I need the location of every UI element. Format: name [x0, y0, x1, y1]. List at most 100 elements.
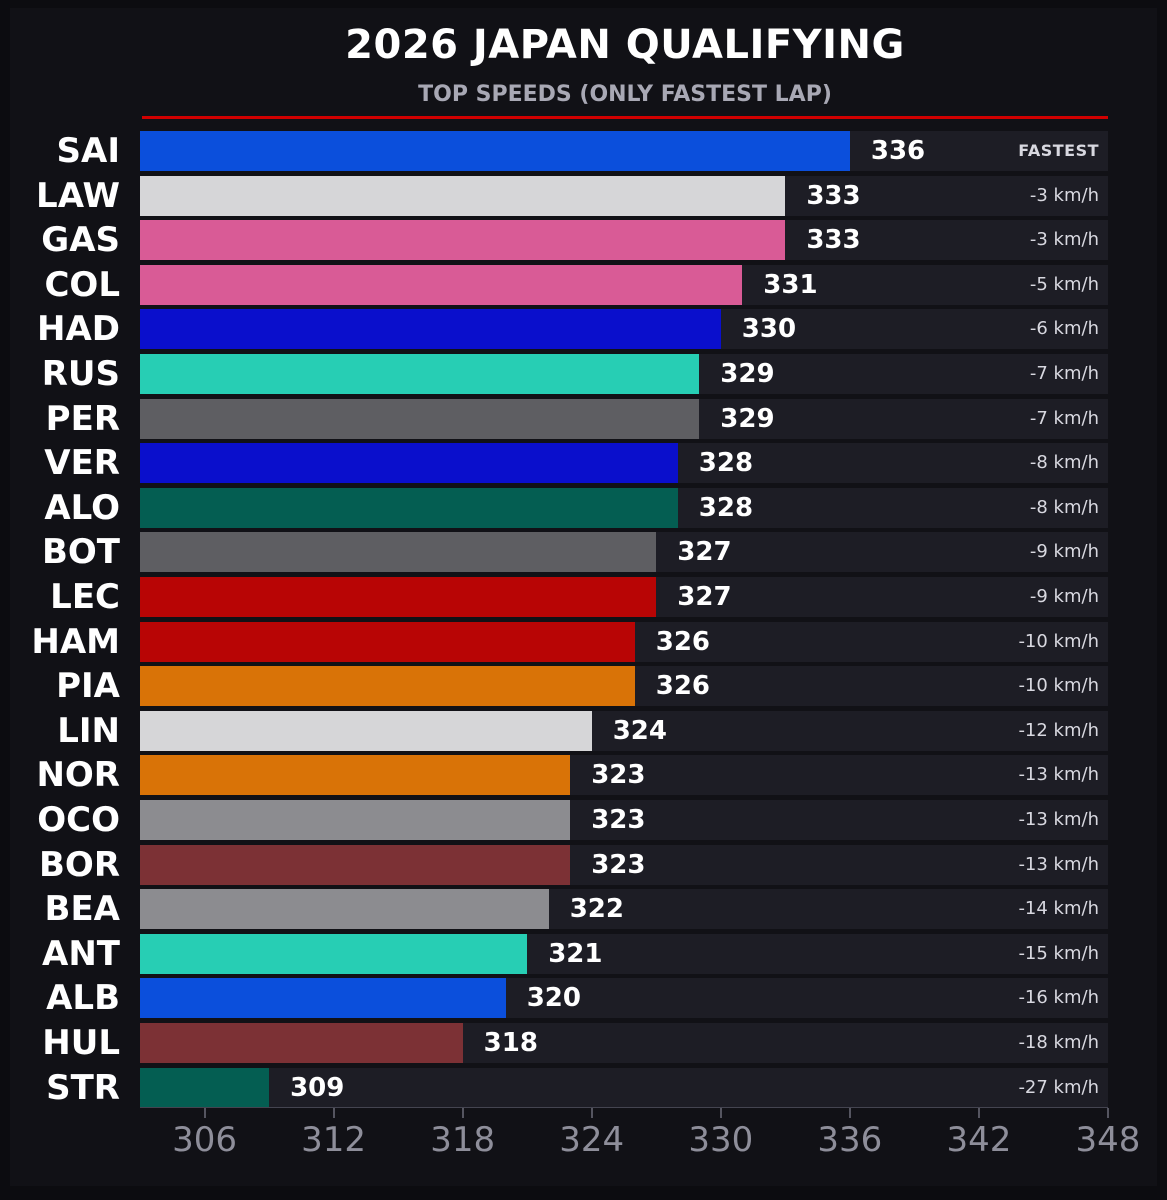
value-label-had: 330 [741, 314, 797, 344]
value-label-gas: 333 [806, 225, 861, 255]
driver-label-law: LAW [36, 176, 120, 216]
bar-per [140, 399, 700, 439]
x-tick-mark-330 [719, 1108, 722, 1118]
x-tick-label-330: 330 [688, 1120, 754, 1160]
value-label-ham: 326 [655, 627, 711, 657]
gap-label-alb: -16 km/h [1018, 987, 1099, 1008]
gap-label-ant: -15 km/h [1018, 943, 1099, 964]
chart-title: 2026 JAPAN QUALIFYING [345, 22, 905, 68]
driver-label-per: PER [45, 399, 120, 439]
driver-label-str: STR [46, 1068, 120, 1108]
bar-lec [140, 577, 657, 617]
driver-label-had: HAD [37, 309, 120, 349]
bar-sai [140, 131, 850, 171]
value-label-hul: 318 [483, 1028, 538, 1058]
gap-label-hul: -18 km/h [1018, 1032, 1099, 1053]
value-label-lin: 324 [612, 716, 667, 746]
driver-label-lin: LIN [57, 711, 120, 751]
gap-label-had: -6 km/h [1029, 318, 1099, 339]
gap-label-lin: -12 km/h [1018, 720, 1099, 741]
value-label-bor: 323 [591, 850, 646, 880]
bar-str [140, 1068, 270, 1108]
gap-label-sai: FASTEST [1018, 141, 1099, 160]
x-axis-line [140, 1107, 1108, 1108]
value-label-sai: 336 [870, 136, 926, 166]
x-tick-label-342: 342 [946, 1120, 1012, 1160]
value-label-alb: 320 [526, 983, 581, 1013]
gap-label-pia: -10 km/h [1018, 675, 1099, 696]
driver-label-rus: RUS [41, 354, 120, 394]
bar-oco [140, 800, 571, 840]
value-label-bea: 322 [569, 894, 624, 924]
x-tick-label-306: 306 [172, 1120, 237, 1160]
x-tick-label-318: 318 [430, 1120, 496, 1160]
gap-label-str: -27 km/h [1018, 1077, 1099, 1098]
bar-col [140, 265, 743, 305]
driver-label-oco: OCO [37, 800, 120, 840]
x-tick-label-336: 336 [817, 1120, 883, 1160]
gap-label-nor: -13 km/h [1018, 764, 1099, 785]
bar-had [140, 309, 721, 349]
bar-rus [140, 354, 700, 394]
bar-ver [140, 443, 678, 483]
driver-label-col: COL [44, 265, 120, 305]
chart-subtitle: TOP SPEEDS (ONLY FASTEST LAP) [418, 82, 832, 107]
value-label-oco: 323 [591, 805, 646, 835]
value-label-alo: 328 [698, 493, 754, 523]
gap-label-per: -7 km/h [1029, 408, 1099, 429]
value-label-per: 329 [720, 404, 775, 434]
driver-label-sai: SAI [56, 131, 120, 171]
driver-label-ant: ANT [42, 934, 120, 974]
driver-label-ham: HAM [31, 622, 120, 662]
x-tick-mark-312 [332, 1108, 335, 1118]
x-tick-label-324: 324 [559, 1120, 625, 1160]
bar-hul [140, 1023, 463, 1063]
gap-label-alo: -8 km/h [1029, 497, 1099, 518]
title-underline [142, 116, 1108, 119]
gap-label-bor: -13 km/h [1018, 854, 1099, 875]
x-tick-mark-324 [590, 1108, 593, 1118]
bar-gas [140, 220, 786, 260]
driver-label-ver: VER [44, 443, 120, 483]
bar-alb [140, 978, 506, 1018]
bar-nor [140, 755, 571, 795]
bar-track-str [140, 1068, 1108, 1108]
value-label-rus: 329 [720, 359, 775, 389]
x-tick-mark-348 [1107, 1108, 1109, 1118]
value-label-lec: 327 [677, 582, 732, 612]
driver-label-bor: BOR [39, 845, 120, 885]
driver-label-lec: LEC [50, 577, 120, 617]
x-tick-mark-306 [203, 1108, 206, 1118]
bar-alo [140, 488, 678, 528]
gap-label-gas: -3 km/h [1029, 229, 1099, 250]
driver-label-bea: BEA [44, 889, 120, 929]
x-tick-mark-342 [977, 1108, 980, 1118]
value-label-str: 309 [290, 1073, 345, 1103]
driver-label-gas: GAS [41, 220, 120, 260]
driver-label-hul: HUL [42, 1023, 120, 1063]
gap-label-bot: -9 km/h [1029, 541, 1099, 562]
driver-label-pia: PIA [56, 666, 120, 706]
gap-label-bea: -14 km/h [1018, 898, 1099, 919]
bar-pia [140, 666, 635, 706]
driver-label-bot: BOT [41, 532, 120, 572]
gap-label-oco: -13 km/h [1018, 809, 1099, 830]
bar-bea [140, 889, 549, 929]
gap-label-ver: -8 km/h [1029, 452, 1099, 473]
x-tick-mark-318 [461, 1108, 464, 1118]
bar-ant [140, 934, 528, 974]
gap-label-rus: -7 km/h [1029, 363, 1099, 384]
value-label-bot: 327 [677, 537, 732, 567]
x-tick-label-348: 348 [1075, 1120, 1141, 1160]
value-label-col: 331 [763, 270, 818, 300]
bar-ham [140, 622, 635, 662]
bar-bor [140, 845, 571, 885]
gap-label-ham: -10 km/h [1018, 631, 1099, 652]
bar-lin [140, 711, 592, 751]
driver-label-alb: ALB [46, 978, 120, 1018]
bar-law [140, 176, 786, 216]
value-label-law: 333 [806, 181, 861, 211]
driver-label-nor: NOR [36, 755, 120, 795]
value-label-nor: 323 [591, 760, 646, 790]
value-label-ant: 321 [548, 939, 603, 969]
